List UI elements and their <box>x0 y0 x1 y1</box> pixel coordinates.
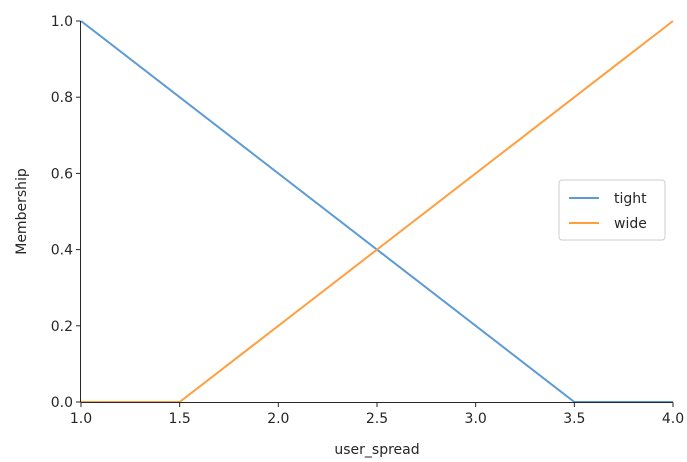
y-tick-label: 0.0 <box>51 395 73 411</box>
x-axis-title: user_spread <box>334 442 419 458</box>
y-tick-label: 0.2 <box>51 319 73 335</box>
x-tick-label: 2.5 <box>366 411 388 427</box>
x-tick-label: 3.5 <box>563 411 585 427</box>
y-tick-label: 1.0 <box>51 14 73 30</box>
y-tick-label: 0.4 <box>51 243 73 259</box>
x-tick-label: 3.0 <box>465 411 487 427</box>
y-tick-label: 0.6 <box>51 166 73 182</box>
legend: tight wide <box>558 179 666 241</box>
x-tick-label: 2.0 <box>267 411 289 427</box>
x-tick-label: 1.5 <box>169 411 191 427</box>
y-axis-title: Membership <box>14 168 30 255</box>
y-ticks: 0.0 0.2 0.4 0.6 0.8 1.0 <box>51 14 81 411</box>
legend-label-wide: wide <box>614 216 647 232</box>
y-tick-label: 0.8 <box>51 90 73 106</box>
x-tick-label: 4.0 <box>662 411 684 427</box>
legend-box <box>558 179 666 241</box>
x-tick-label: 1.0 <box>70 411 92 427</box>
legend-label-tight: tight <box>614 191 647 207</box>
x-ticks: 1.0 1.5 2.0 2.5 3.0 3.5 4.0 <box>70 402 684 427</box>
